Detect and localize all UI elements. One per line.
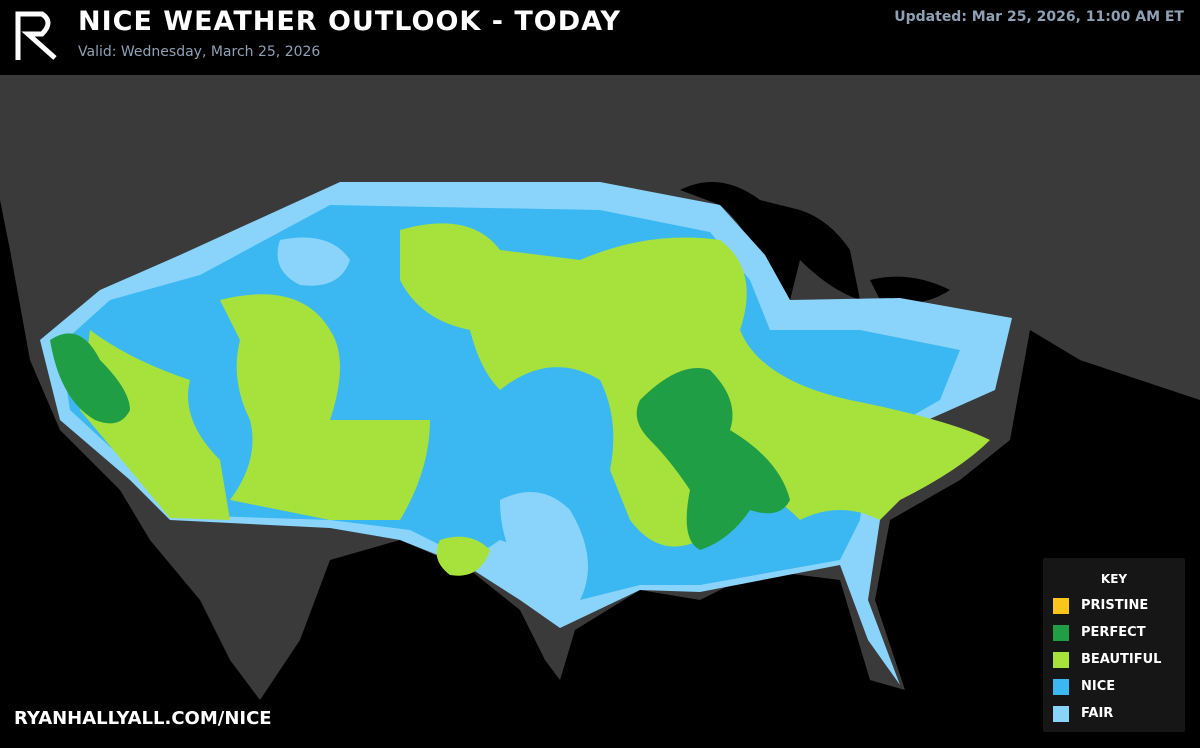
key-item: FAIR — [1043, 700, 1185, 727]
key-swatch — [1053, 651, 1069, 668]
key: KEY PRISTINE PERFECT BEAUTIFUL NICE FAIR — [1043, 558, 1185, 732]
lake — [680, 182, 950, 304]
website: RYANHALLYALL.COM/NICE — [14, 708, 272, 729]
key-swatch — [1053, 678, 1069, 695]
key-title: KEY — [1100, 572, 1128, 586]
fair-area — [277, 237, 588, 602]
key-label: FAIR — [1081, 706, 1114, 721]
key-swatch — [1053, 624, 1069, 641]
key-item: PERFECT — [1043, 619, 1185, 646]
valid-date: Valid: Wednesday, March 25, 2026 — [78, 44, 321, 60]
key-swatch — [1053, 597, 1069, 614]
logo — [15, 11, 57, 60]
key-label: BEAUTIFUL — [1081, 652, 1162, 667]
key-label: NICE — [1081, 679, 1116, 694]
key-label: PERFECT — [1081, 625, 1146, 640]
key-swatch — [1053, 705, 1069, 722]
title: NICE WEATHER OUTLOOK - TODAY — [78, 6, 621, 37]
key-label: PRISTINE — [1081, 598, 1149, 613]
perfect-area — [50, 333, 790, 550]
key-item: NICE — [1043, 673, 1185, 700]
key-item: BEAUTIFUL — [1043, 646, 1185, 673]
key-item: PRISTINE — [1043, 592, 1185, 619]
updated-time: Updated: Mar 25, 2026, 11:00 AM ET — [894, 9, 1184, 25]
